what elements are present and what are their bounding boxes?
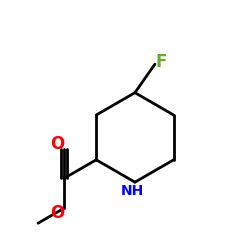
Text: O: O — [50, 204, 65, 222]
Text: F: F — [156, 53, 167, 71]
Text: NH: NH — [121, 184, 144, 198]
Text: O: O — [50, 135, 65, 153]
